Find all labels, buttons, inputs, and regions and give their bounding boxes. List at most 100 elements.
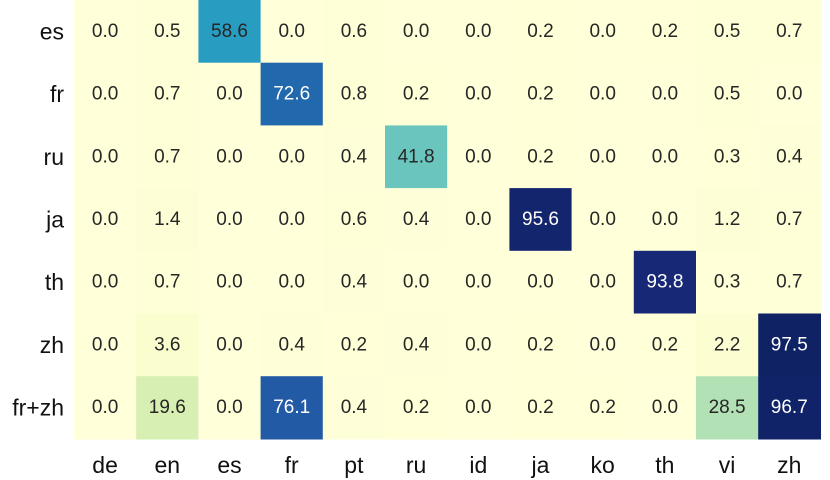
heatmap-cell-th-de (74, 250, 137, 315)
heatmap-cell-th-ja (509, 250, 573, 315)
y-axis-tick-labels: es fr ru ja th zh fr+zh (12, 18, 64, 420)
heatmap-cell-zh-ko (571, 313, 635, 377)
heatmap-cell-fr-ja (509, 62, 573, 126)
heatmap-cell-fr+zh-ru (385, 376, 448, 440)
heatmap-cell-value: 0.3 (714, 146, 740, 167)
heatmap-cell-fr+zh-ko (571, 376, 635, 440)
heatmap-cell-es-ko (571, 0, 635, 64)
heatmap-cell-ja-id (447, 188, 510, 252)
heatmap-cell-value: 0.0 (92, 397, 118, 418)
heatmap-cell-ja-ru (385, 188, 448, 252)
heatmap-cell-value: 0.0 (465, 397, 491, 418)
heatmap-cell-es-de (74, 0, 137, 64)
x-tick-label-fr: fr (285, 452, 299, 478)
heatmap-cell-value: 0.0 (589, 21, 615, 42)
heatmap-cell-zh-vi (696, 313, 759, 377)
heatmap-cell-value: 0.4 (278, 334, 305, 355)
heatmap-cell-value: 76.1 (273, 397, 310, 418)
heatmap-cell-es-pt (322, 0, 386, 64)
heatmap-cell-fr+zh-pt (322, 376, 386, 440)
x-tick-label-pt: pt (344, 452, 364, 478)
heatmap-cell-value: 0.0 (589, 209, 615, 230)
heatmap-cell-value: 0.2 (527, 84, 553, 105)
x-tick-label-ja: ja (531, 452, 550, 478)
heatmap-cell-es-vi (696, 0, 759, 64)
heatmap-cell-ru-ru (385, 125, 448, 189)
heatmap-cell-th-vi (696, 250, 759, 315)
heatmap-cell-ja-zh (758, 188, 821, 252)
heatmap-cell-value: 0.0 (589, 334, 615, 355)
heatmap-cell-zh-id (447, 313, 510, 377)
heatmap-cell-es-ru (385, 0, 448, 64)
heatmap-cell-value: 0.4 (341, 397, 368, 418)
heatmap-cell-value: 0.0 (216, 272, 242, 293)
heatmap-cells (74, 0, 821, 440)
heatmap-cell-fr+zh-fr (260, 376, 324, 440)
heatmap-cell-value: 95.6 (522, 209, 559, 230)
heatmap-cell-value: 0.0 (92, 272, 118, 293)
heatmap-cell-fr-id (447, 62, 510, 126)
x-tick-label-es: es (217, 452, 241, 478)
heatmap-cell-ja-de (74, 188, 137, 252)
heatmap-cell-ru-vi (696, 125, 759, 189)
heatmap-cell-ja-th (633, 188, 697, 252)
y-tick-label-ru: ru (44, 144, 64, 170)
heatmap-cell-value: 0.4 (341, 272, 368, 293)
heatmap-cell-value: 0.0 (92, 84, 118, 105)
heatmap-cell-th-en (136, 250, 199, 315)
heatmap-cell-value: 0.0 (403, 272, 429, 293)
heatmap-cell-value: 3.6 (154, 334, 180, 355)
heatmap-cell-th-th (633, 250, 697, 315)
heatmap-cell-fr-th (633, 62, 697, 126)
heatmap-cell-th-es (198, 250, 262, 315)
heatmap-cell-value: 0.0 (465, 209, 491, 230)
heatmap-cell-es-fr (260, 0, 324, 64)
heatmap-cell-value: 0.0 (403, 21, 429, 42)
heatmap-cell-es-es (198, 0, 262, 64)
heatmap-cell-value: 0.2 (652, 21, 678, 42)
heatmap-cell-zh-zh (758, 313, 821, 377)
heatmap-cell-value: 0.5 (714, 21, 740, 42)
heatmap-cell-value: 0.0 (278, 21, 304, 42)
heatmap-cell-ru-id (447, 125, 510, 189)
x-tick-label-vi: vi (719, 452, 736, 478)
y-tick-label-zh: zh (40, 332, 64, 358)
heatmap-cell-value: 0.0 (278, 146, 304, 167)
heatmap-cell-th-zh (758, 250, 821, 315)
heatmap-cell-value: 0.2 (589, 397, 615, 418)
heatmap-cell-value: 0.5 (714, 84, 740, 105)
heatmap-cell-value: 97.5 (771, 334, 808, 355)
heatmap-cell-fr-ru (385, 62, 448, 126)
heatmap-cell-value: 0.0 (216, 209, 242, 230)
heatmap-cell-value: 0.7 (154, 272, 180, 293)
heatmap-cell-value: 0.0 (652, 84, 678, 105)
heatmap-cell-value: 0.0 (465, 84, 491, 105)
heatmap-cell-value: 0.0 (278, 209, 304, 230)
heatmap-cell-value: 58.6 (211, 21, 248, 42)
heatmap-cell-value: 0.0 (278, 272, 304, 293)
heatmap-cell-es-ja (509, 0, 573, 64)
heatmap-cell-th-ru (385, 250, 448, 315)
heatmap-cell-value: 0.7 (776, 21, 802, 42)
heatmap-cell-ja-ko (571, 188, 635, 252)
heatmap-cell-ru-fr (260, 125, 324, 189)
heatmap-cell-value: 1.4 (154, 209, 181, 230)
heatmap-cell-value: 0.2 (527, 397, 553, 418)
heatmap-cell-value: 0.0 (216, 84, 242, 105)
heatmap-cell-value: 0.0 (589, 146, 615, 167)
heatmap-cell-value: 0.0 (216, 397, 242, 418)
heatmap-cell-th-fr (260, 250, 324, 315)
heatmap-cell-value: 0.4 (341, 146, 368, 167)
heatmap-cell-fr+zh-es (198, 376, 262, 440)
heatmap-cell-ru-es (198, 125, 262, 189)
heatmap-cell-labels: 0.0 0.5 58.6 0.0 0.6 0.0 0.0 0.2 0.0 0.2 0.5 0.7 0.0… (92, 21, 808, 418)
heatmap-cell-value: 0.2 (403, 397, 429, 418)
heatmap-cell-value: 0.0 (589, 272, 615, 293)
y-tick-label-ja: ja (45, 206, 64, 232)
heatmap-cell-value: 0.0 (216, 146, 242, 167)
heatmap-cell-value: 0.0 (92, 209, 118, 230)
heatmap-cell-zh-de (74, 313, 137, 377)
heatmap-cell-value: 0.0 (527, 272, 553, 293)
heatmap-cell-fr+zh-de (74, 376, 137, 440)
